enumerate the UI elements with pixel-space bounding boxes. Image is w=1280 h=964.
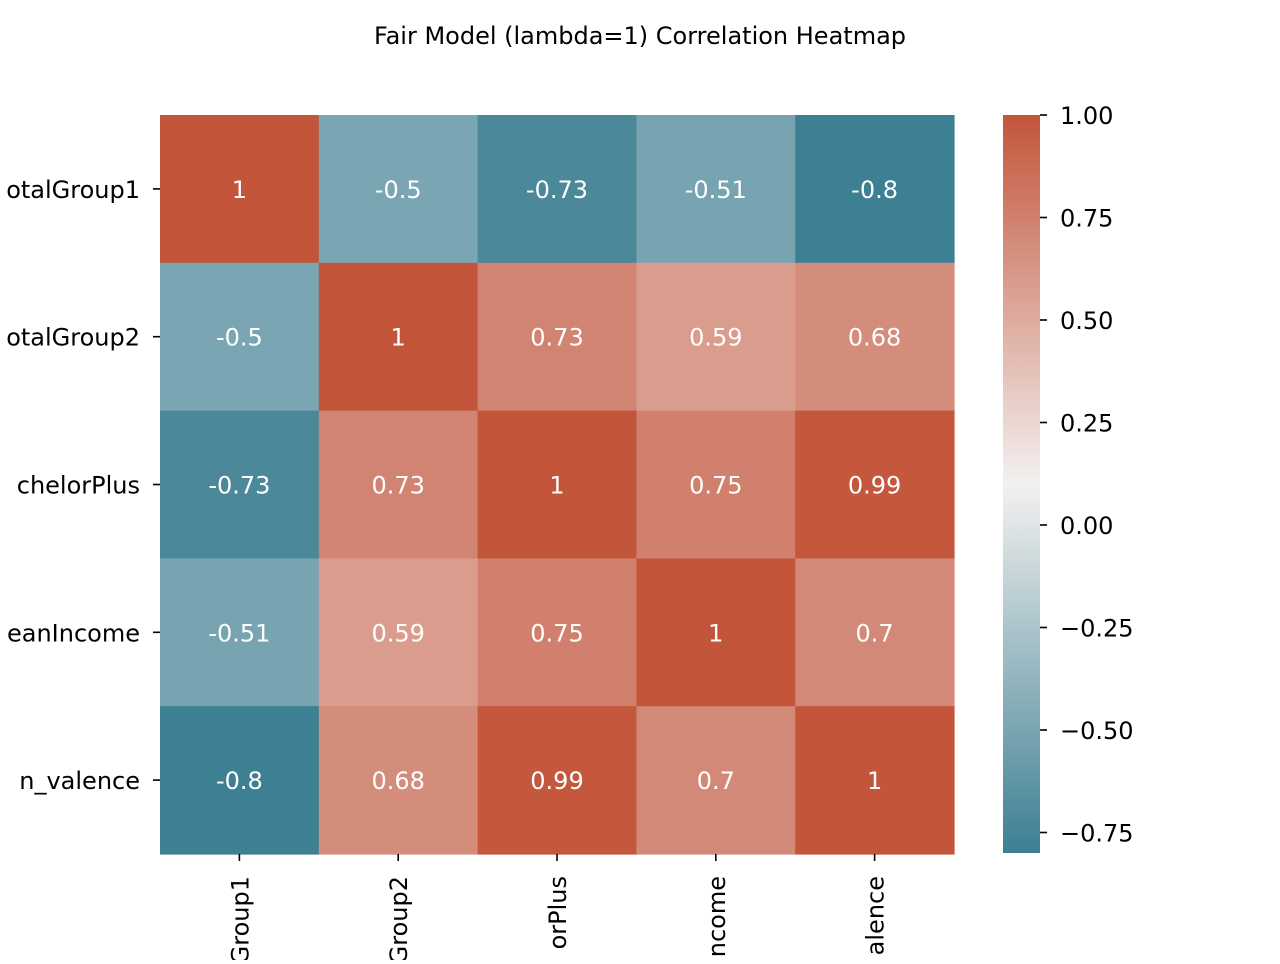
heatmap-cell-r1-c0	[160, 262, 320, 412]
cell-annotation-r0-c0: 1	[232, 176, 247, 204]
heatmap-cell-r0-c4	[795, 115, 955, 264]
chart-title: Fair Model (lambda=1) Correlation Heatma…	[374, 22, 906, 50]
heatmap-cell-r4-c1	[318, 706, 479, 855]
cell-annotation-r1-c0: -0.5	[216, 324, 263, 352]
cell-annotation-r1-c2: 0.73	[530, 324, 583, 352]
cell-annotation-r3-c0: -0.51	[208, 619, 270, 647]
cell-annotation-r4-c4: 1	[867, 767, 882, 795]
cell-annotation-r2-c3: 0.75	[689, 472, 742, 500]
colorbar: 1.00 0.75 0.50 0.25 0.00 −0.25 −0.50 −0.75	[1003, 102, 1134, 853]
heatmap-cell-r3-c3	[636, 558, 796, 707]
heatmap-cell-r2-c4	[795, 410, 955, 559]
heatmap-cell-r1-c4	[795, 262, 955, 412]
y-tick-label-1: otalGroup2	[6, 324, 140, 352]
heatmap-cell-r2-c2	[477, 410, 637, 559]
heatmap-cell-r3-c1	[318, 558, 479, 707]
heatmap-cell-r4-c0	[160, 706, 320, 855]
colorbar-tick-label-1: 0.75	[1060, 205, 1113, 233]
heatmap-cell-r4-c3	[636, 706, 796, 855]
x-tick-label-0: Group1	[226, 876, 254, 960]
cell-annotation-r2-c2: 1	[549, 472, 564, 500]
heatmap-cell-r1-c2	[477, 262, 637, 412]
cell-annotation-r4-c3: 0.7	[697, 767, 735, 795]
heatmap-cell-r1-c1	[318, 262, 479, 412]
y-tick-label-0: otalGroup1	[6, 176, 140, 204]
y-tick-label-3: eanIncome	[7, 619, 140, 647]
heatmap-cell-r0-c1	[318, 115, 479, 264]
cell-annotation-r3-c3: 1	[708, 619, 723, 647]
cell-annotation-r2-c0: -0.73	[208, 472, 270, 500]
cell-annotation-r4-c2: 0.99	[530, 767, 583, 795]
cell-annotation-r1-c3: 0.59	[689, 324, 742, 352]
cell-annotation-r3-c1: 0.59	[371, 619, 424, 647]
x-tick-label-3: ncome	[703, 876, 731, 957]
heatmap-cell-r1-c3	[636, 262, 796, 412]
cell-annotation-r2-c4: 0.99	[848, 472, 901, 500]
colorbar-tick-label-0: 1.00	[1060, 102, 1113, 130]
x-tick-label-1: Group2	[385, 876, 413, 960]
colorbar-tick-label-7: −0.75	[1060, 820, 1134, 848]
heatmap-cell-r3-c0	[160, 558, 320, 707]
colorbar-tick-label-3: 0.25	[1060, 410, 1113, 438]
heatmap-cell-r2-c0	[160, 410, 320, 559]
cell-annotations: 1 -0.5 -0.73 -0.51 -0.8-0.5 1 0.73 0.59 0.68-0.7…	[208, 176, 901, 795]
colorbar-gradient	[1003, 115, 1040, 853]
cell-annotation-r0-c2: -0.73	[526, 176, 588, 204]
cell-annotation-r3-c2: 0.75	[530, 619, 583, 647]
y-tick-label-4: n_valence	[19, 767, 140, 795]
heatmap-cell-r3-c4	[795, 558, 955, 707]
cell-annotation-r2-c1: 0.73	[371, 472, 424, 500]
heatmap-cell-r4-c2	[477, 706, 637, 855]
colorbar-tick-label-4: 0.00	[1060, 512, 1113, 540]
colorbar-tick-label-6: −0.50	[1060, 717, 1134, 745]
heatmap-cell-r0-c3	[636, 115, 796, 264]
heatmap-cells	[160, 115, 955, 855]
x-axis: Group1 Group2 orPlus ncome alence	[226, 854, 890, 964]
cell-annotation-r0-c1: -0.5	[375, 176, 422, 204]
heatmap-cell-r2-c1	[318, 410, 479, 559]
colorbar-tick-label-2: 0.50	[1060, 307, 1113, 335]
cell-annotation-r0-c3: -0.51	[685, 176, 747, 204]
heatmap-cell-r0-c2	[477, 115, 637, 264]
cell-annotation-r0-c4: -0.8	[851, 176, 898, 204]
cell-annotation-r1-c4: 0.68	[848, 324, 901, 352]
heatmap-cell-r0-c0	[160, 115, 320, 264]
cell-annotation-r1-c1: 1	[391, 324, 406, 352]
cell-annotation-r3-c4: 0.7	[856, 619, 894, 647]
cell-annotation-r4-c0: -0.8	[216, 767, 263, 795]
cell-annotation-r4-c1: 0.68	[371, 767, 424, 795]
heatmap-cell-r3-c2	[477, 558, 637, 707]
y-tick-label-2: chelorPlus	[17, 472, 140, 500]
heatmap-cell-r2-c3	[636, 410, 796, 559]
x-tick-label-2: orPlus	[544, 876, 572, 949]
y-axis: otalGroup1 otalGroup2 chelorPlus eanIncome n…	[6, 176, 160, 795]
x-tick-label-4: alence	[862, 876, 890, 955]
heatmap-cell-r4-c4	[795, 706, 955, 855]
colorbar-tick-label-5: −0.25	[1060, 615, 1134, 643]
